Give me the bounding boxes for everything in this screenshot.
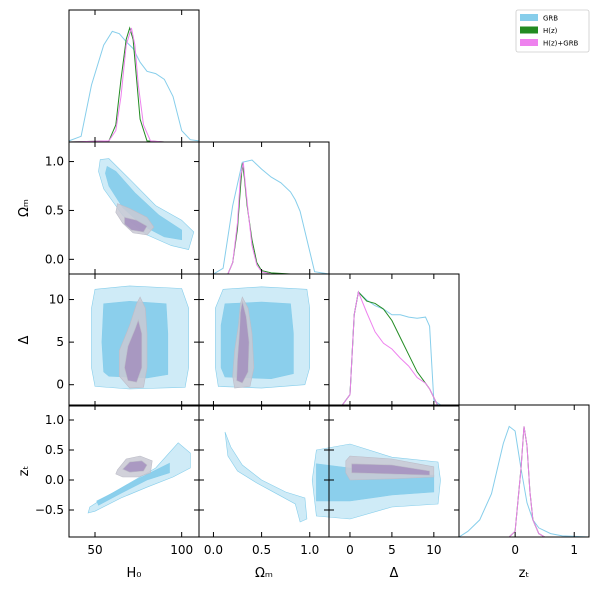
legend-label-1: H(z) bbox=[543, 27, 558, 35]
y-tick-label-p3-2: 0.5 bbox=[45, 443, 64, 457]
legend-swatch-0 bbox=[520, 14, 538, 21]
panel-frame-r2-c2 bbox=[328, 273, 460, 407]
marginal-h-z-grb-p3 bbox=[459, 426, 589, 538]
x-tick-label-p3-0: 0 bbox=[511, 543, 519, 557]
marginal-grb-p1 bbox=[199, 159, 330, 275]
y-tick-label-p2-0: 0 bbox=[56, 378, 64, 392]
y-tick-label-p1-0: 0.0 bbox=[45, 252, 64, 266]
y-tick-label-p3-1: 0.0 bbox=[45, 473, 64, 487]
x-axis-label-p3: zₜ bbox=[519, 566, 530, 581]
marginal-h-z-grb-p1 bbox=[199, 162, 329, 275]
y-tick-label-p3-0: −0.5 bbox=[35, 503, 64, 517]
y-tick-label-p1-1: 0.5 bbox=[45, 203, 64, 217]
y-tick-label-p1-2: 1.0 bbox=[45, 155, 64, 169]
y-axis-label-p3: zₜ bbox=[17, 466, 32, 477]
marginal-h-z--p0 bbox=[68, 26, 165, 143]
legend-swatch-2 bbox=[520, 39, 538, 46]
y-tick-label-p3-3: 1.0 bbox=[45, 413, 64, 427]
legend-swatch-1 bbox=[520, 26, 538, 34]
x-tick-label-p0-1: 100 bbox=[170, 543, 193, 557]
marginal-h-z--p1 bbox=[199, 163, 329, 275]
y-tick-label-p2-2: 10 bbox=[49, 293, 64, 307]
x-tick-label-p2-0: 0 bbox=[346, 543, 354, 557]
x-axis-label-p1: Ωₘ bbox=[255, 566, 273, 581]
marginal-grb-p0 bbox=[68, 30, 200, 142]
y-axis-label-p2: Δ bbox=[17, 335, 32, 344]
panel-frame-r3-c3 bbox=[458, 404, 590, 538]
x-tick-label-p2-2: 10 bbox=[426, 543, 441, 557]
contour-grb-inner-p0-p3 bbox=[96, 462, 170, 506]
contour-h-z-grb-inner-p0-p1 bbox=[124, 216, 148, 233]
contour-grb-inner-p0-p1 bbox=[105, 165, 182, 241]
contour-grb-outer-p1-p3 bbox=[224, 431, 308, 523]
x-axis-label-p2: Δ bbox=[390, 566, 399, 581]
legend-label-0: GRB bbox=[543, 15, 558, 23]
contour-grb-inner-p1-p2 bbox=[220, 301, 294, 380]
x-tick-label-p1-2: 1.0 bbox=[300, 543, 319, 557]
contour-h-z-grb-inner-p0-p2 bbox=[124, 318, 143, 383]
x-axis-label-p0: H₀ bbox=[127, 566, 142, 581]
contour-h-z-grb-inner-p2-p3 bbox=[351, 463, 430, 476]
x-tick-label-p2-1: 5 bbox=[388, 543, 396, 557]
marginal-grb-p3 bbox=[458, 425, 590, 538]
marginal-h-z-grb-p2 bbox=[341, 290, 443, 407]
y-tick-label-p2-1: 5 bbox=[56, 335, 64, 349]
contour-h-z-grb-inner-p1-p2 bbox=[236, 301, 250, 384]
legend: GRB H(z) H(z)+GRB bbox=[515, 9, 590, 53]
x-tick-label-p0-0: 50 bbox=[87, 543, 102, 557]
marginal-h-z-grb-p0 bbox=[68, 27, 165, 143]
contour-h-z-grb-inner-p0-p3 bbox=[122, 460, 148, 473]
y-axis-label-p1: Ωₘ bbox=[17, 199, 32, 217]
x-tick-label-p1-0: 0.0 bbox=[204, 543, 223, 557]
x-tick-label-p1-1: 0.5 bbox=[252, 543, 271, 557]
panel-frame-r3-c1 bbox=[198, 404, 330, 538]
legend-label-2: H(z)+GRB bbox=[543, 40, 579, 48]
panel-frame-r1-c1 bbox=[198, 141, 330, 275]
x-tick-label-p3-1: 1 bbox=[570, 543, 578, 557]
